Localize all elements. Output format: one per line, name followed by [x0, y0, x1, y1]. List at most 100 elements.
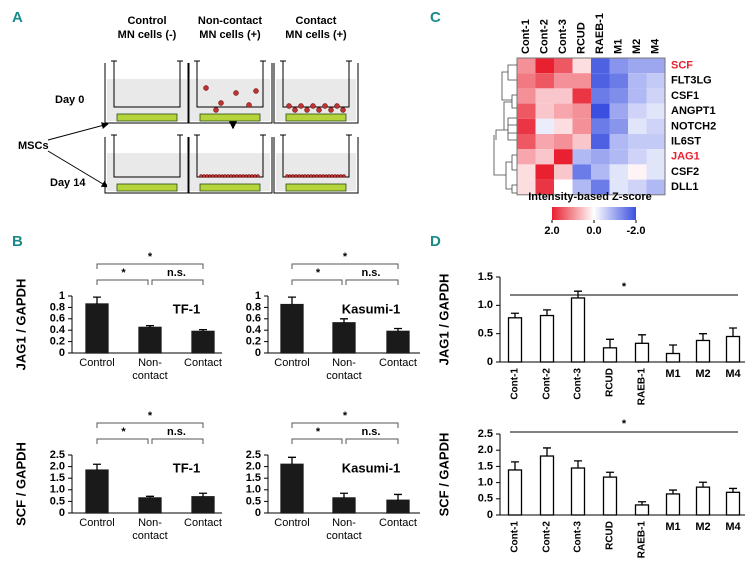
error-bar [511, 461, 519, 470]
mn-cell [336, 174, 340, 178]
significance: n.s. [362, 267, 381, 279]
mn-cell [330, 174, 334, 178]
heatmap-cell [554, 164, 573, 180]
arrow [47, 150, 109, 188]
mn-cell [208, 174, 212, 178]
bar [386, 330, 410, 354]
error-bar [729, 487, 737, 493]
bracket [96, 438, 204, 444]
y-tick-label: 0 [255, 507, 261, 519]
error-bar [394, 493, 402, 501]
x-tick-label: Cont-3 [573, 521, 584, 553]
heatmap-cell [628, 88, 647, 104]
column-label: Cont-2 [539, 19, 551, 54]
heatmap-cell [572, 134, 591, 150]
bar [138, 326, 162, 354]
heatmap-cell [609, 164, 628, 180]
msc-layer [116, 183, 178, 192]
significance: n.s. [167, 426, 186, 438]
heatmap-cell [535, 73, 554, 89]
mn-cell [202, 174, 206, 178]
msc-layer [199, 183, 261, 192]
heatmap-cell [591, 118, 610, 134]
mn-cell [288, 174, 292, 178]
x-tick-label-box: Contact [184, 357, 222, 369]
heatmap-cell [535, 164, 554, 180]
mn-cell [233, 90, 239, 96]
column-label: Cont-3 [557, 19, 569, 54]
bar [539, 314, 555, 363]
heatmap-cell [517, 73, 536, 89]
error-bar [543, 309, 551, 316]
heatmap-cell [609, 73, 628, 89]
heatmap-cell [646, 88, 665, 104]
heatmap-cell [591, 179, 610, 195]
x-tick-label-box: Non-contact [132, 517, 167, 542]
column-header: Control [127, 15, 166, 27]
x-tick-label: Contact [379, 517, 417, 529]
mn-cell [199, 174, 203, 178]
error-bar [699, 481, 707, 488]
y-axis-label: SCF / GAPDH [436, 433, 451, 517]
error-bar [146, 495, 154, 498]
x-tick-label-box: Contact [379, 517, 417, 529]
chart-title: TF-1 [173, 301, 200, 316]
x-tick-label-box: Non-contact [326, 357, 361, 382]
mn-cell [285, 174, 289, 178]
error-bar [606, 338, 614, 348]
x-tick-label: Control [79, 357, 115, 369]
x-tick-label-box: Contact [184, 517, 222, 529]
y-tick-label: 0.2 [246, 336, 261, 348]
mn-cell [294, 174, 298, 178]
column-label: M2 [631, 39, 643, 54]
heatmap-cell [628, 134, 647, 150]
mn-cell [217, 174, 221, 178]
x-tick-label-box: Non-contact [326, 517, 361, 542]
x-tick-label-box: Control [274, 517, 309, 529]
column-label: RAEB-1 [594, 13, 606, 54]
error-bar [543, 447, 551, 457]
x-tick-label: Contact [184, 357, 222, 369]
y-tick-label: 2.5 [478, 428, 493, 440]
heatmap-cell [535, 149, 554, 165]
bar [191, 330, 215, 354]
bar [85, 469, 109, 514]
error-bar [574, 460, 582, 469]
y-tick-label: 2.0 [246, 461, 261, 473]
error-bar [93, 296, 101, 304]
column-header: Contact [296, 15, 337, 27]
row-label: JAG1 [671, 151, 700, 163]
row-label: Day 14 [50, 177, 86, 189]
significance: * [316, 267, 321, 279]
y-tick-label: 0 [255, 347, 261, 359]
x-tick-label-box: Control [274, 357, 309, 369]
bracket [96, 263, 204, 269]
bracket [96, 422, 204, 428]
mn-cell [312, 174, 316, 178]
y-axis-label: JAG1 / GAPDH [436, 274, 451, 366]
heatmap-cell [517, 134, 536, 150]
y-tick-label: 0.5 [50, 495, 65, 507]
heatmap-cell [628, 103, 647, 119]
x-tick-label: Contact [184, 517, 222, 529]
mn-cell [297, 174, 301, 178]
colorbar-tick-label: 2.0 [544, 225, 559, 237]
row-label: NOTCH2 [671, 120, 716, 132]
mn-cell [318, 174, 322, 178]
mn-cell [340, 107, 346, 113]
row-label: ANGPT1 [671, 105, 716, 117]
panel-letter: C [430, 9, 441, 26]
error-bar [340, 492, 348, 498]
bracket [96, 279, 204, 285]
bar [602, 347, 618, 363]
bar [332, 322, 356, 354]
x-tick-label: Cont-2 [542, 368, 553, 400]
bar [725, 335, 741, 363]
insert [111, 60, 183, 108]
y-tick-label: 0.2 [50, 336, 65, 348]
column-header: MN cells (-) [118, 29, 177, 41]
significance: * [121, 426, 126, 438]
heatmap-cell [591, 58, 610, 74]
